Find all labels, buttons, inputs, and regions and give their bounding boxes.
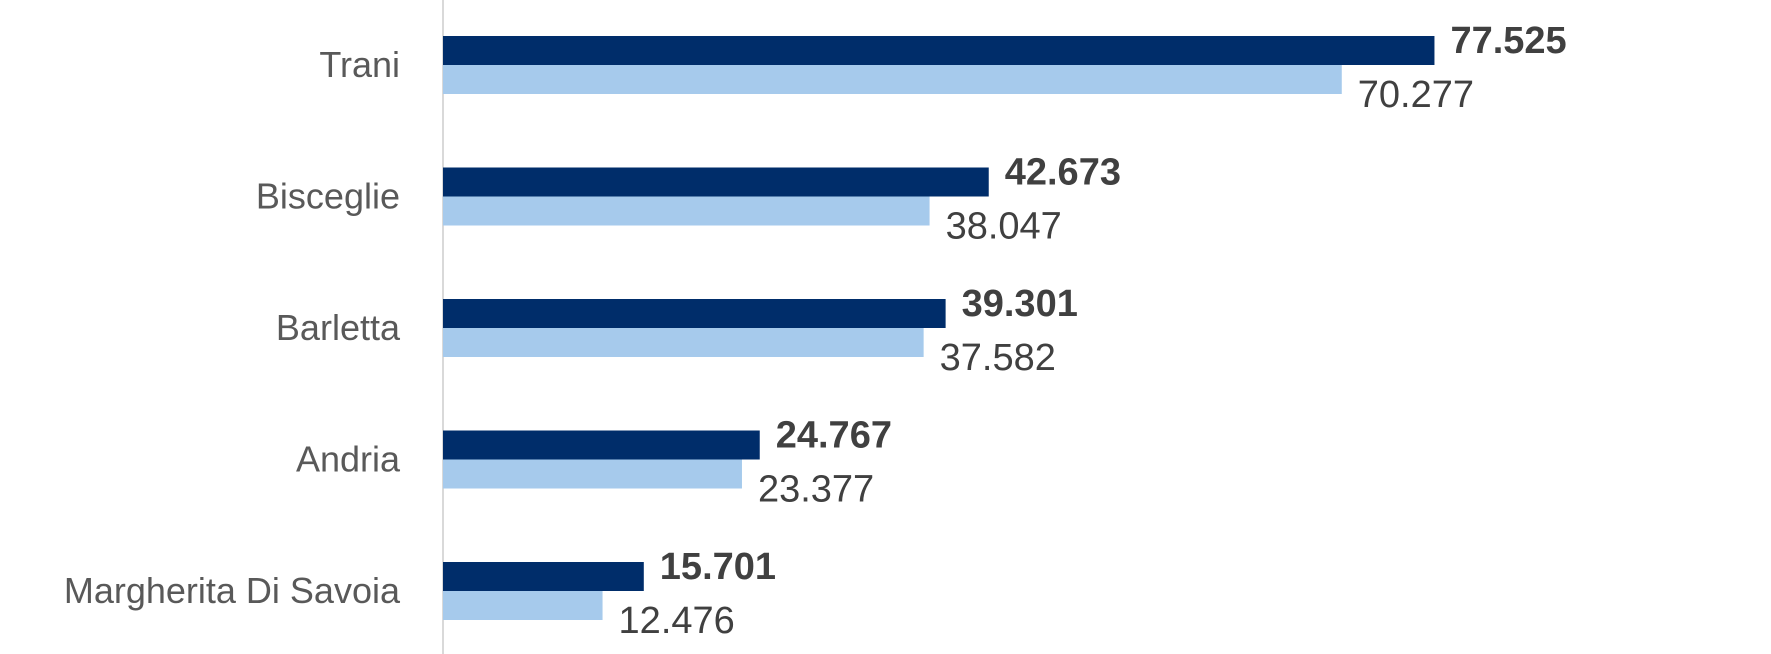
category-label: Margherita Di Savoia bbox=[64, 570, 401, 611]
bar-series-1 bbox=[443, 430, 760, 460]
category-label: Trani bbox=[319, 44, 400, 85]
bar-series-2 bbox=[443, 65, 1342, 94]
category-label: Bisceglie bbox=[256, 176, 400, 217]
bar-series-1 bbox=[443, 562, 644, 591]
data-label-series-1: 77.525 bbox=[1450, 20, 1566, 62]
data-label-series-2: 23.377 bbox=[758, 469, 874, 511]
bar-series-1 bbox=[443, 299, 946, 328]
bar-series-2 bbox=[443, 459, 742, 489]
bar-series-1 bbox=[443, 36, 1435, 65]
data-label-series-2: 12.476 bbox=[619, 600, 735, 642]
data-label-series-1: 39.301 bbox=[962, 283, 1078, 325]
data-label-series-1: 42.673 bbox=[1005, 152, 1121, 194]
data-label-series-2: 37.582 bbox=[940, 337, 1056, 379]
data-label-series-2: 70.277 bbox=[1358, 74, 1474, 116]
category-label: Barletta bbox=[276, 307, 401, 348]
data-label-series-1: 24.767 bbox=[776, 415, 892, 457]
bar-series-2 bbox=[443, 196, 930, 226]
bar-series-1 bbox=[443, 167, 989, 197]
bar-series-2 bbox=[443, 591, 603, 620]
category-label: Andria bbox=[296, 439, 401, 480]
data-label-series-1: 15.701 bbox=[660, 546, 776, 588]
bar-series-2 bbox=[443, 328, 924, 357]
data-label-series-2: 38.047 bbox=[946, 206, 1062, 248]
